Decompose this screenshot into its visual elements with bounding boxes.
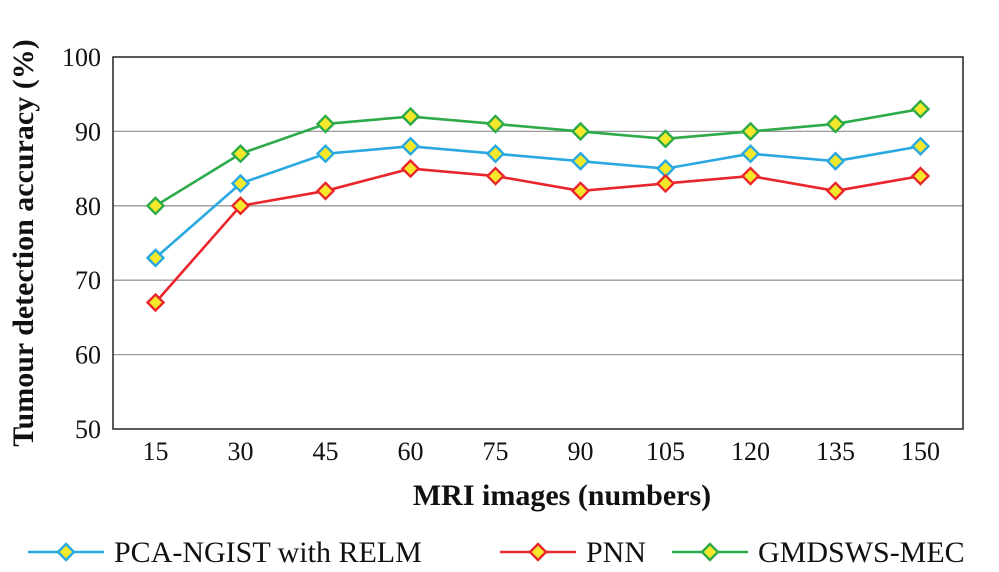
series-line bbox=[154, 167, 921, 304]
data-point bbox=[400, 106, 421, 127]
y-axis-title: Tumour detection accuracy (%) bbox=[7, 39, 40, 446]
data-point bbox=[570, 181, 591, 201]
legend-item: GMDSWS-MEC bbox=[672, 536, 965, 569]
series-group bbox=[145, 99, 931, 313]
y-tick-label: 60 bbox=[75, 341, 101, 370]
x-tick-label: 105 bbox=[646, 437, 685, 466]
x-tick-label: 30 bbox=[228, 437, 254, 466]
legend-item: PCA-NGIST with RELM bbox=[28, 536, 422, 569]
data-point bbox=[655, 129, 676, 149]
data-point bbox=[230, 173, 251, 194]
data-point bbox=[485, 114, 506, 134]
y-axis-ticks: 50 60 70 80 90 100 bbox=[62, 43, 101, 444]
data-point bbox=[315, 114, 336, 134]
x-tick-label: 90 bbox=[568, 437, 594, 466]
data-point bbox=[910, 166, 931, 186]
plot-area bbox=[112, 56, 964, 430]
data-point bbox=[485, 144, 506, 164]
y-tick-label: 50 bbox=[75, 415, 101, 444]
series-line bbox=[154, 144, 921, 259]
data-point bbox=[825, 114, 846, 134]
y-tick-label: 70 bbox=[75, 266, 101, 295]
legend-label: GMDSWS-MEC bbox=[758, 536, 965, 569]
data-point bbox=[740, 144, 761, 164]
y-tick-label: 100 bbox=[62, 43, 101, 72]
gridlines bbox=[113, 130, 963, 356]
legend-label: PNN bbox=[586, 536, 646, 569]
data-point bbox=[485, 166, 506, 186]
data-point bbox=[570, 151, 591, 171]
data-point bbox=[145, 248, 166, 268]
series bbox=[145, 136, 931, 268]
data-point bbox=[740, 166, 761, 186]
x-tick-label: 75 bbox=[483, 437, 509, 466]
data-point bbox=[825, 181, 846, 201]
data-point bbox=[145, 292, 166, 313]
x-tick-label: 135 bbox=[816, 437, 855, 466]
y-tick-label: 80 bbox=[75, 192, 101, 221]
data-point bbox=[825, 151, 846, 171]
x-tick-label: 120 bbox=[731, 437, 770, 466]
data-point bbox=[230, 144, 251, 164]
data-point bbox=[400, 136, 421, 156]
x-axis-ticks: 15 30 45 60 75 90 105 120 135 150 bbox=[143, 437, 941, 466]
x-tick-label: 60 bbox=[398, 437, 424, 466]
x-axis-title: MRI images (numbers) bbox=[413, 479, 711, 512]
data-point bbox=[315, 181, 336, 201]
data-point bbox=[910, 136, 931, 156]
data-point bbox=[910, 99, 931, 119]
x-tick-label: 150 bbox=[901, 437, 940, 466]
data-point bbox=[315, 144, 336, 164]
legend-label: PCA-NGIST with RELM bbox=[114, 536, 422, 569]
legend: PCA-NGIST with RELM PNN GMDSWS-MEC bbox=[28, 536, 965, 569]
data-point bbox=[740, 121, 761, 142]
series bbox=[145, 99, 931, 216]
series-line bbox=[154, 107, 921, 207]
legend-marker bbox=[56, 542, 76, 562]
x-tick-label: 15 bbox=[143, 437, 169, 466]
x-tick-label: 45 bbox=[313, 437, 339, 466]
data-point bbox=[145, 196, 166, 216]
series bbox=[145, 158, 931, 313]
data-point bbox=[230, 196, 251, 216]
y-tick-label: 90 bbox=[75, 117, 101, 146]
data-point bbox=[400, 158, 421, 179]
legend-item: PNN bbox=[500, 536, 646, 569]
data-point bbox=[655, 173, 676, 194]
data-point bbox=[570, 121, 591, 142]
legend-marker bbox=[700, 542, 720, 562]
legend-marker bbox=[528, 542, 548, 562]
